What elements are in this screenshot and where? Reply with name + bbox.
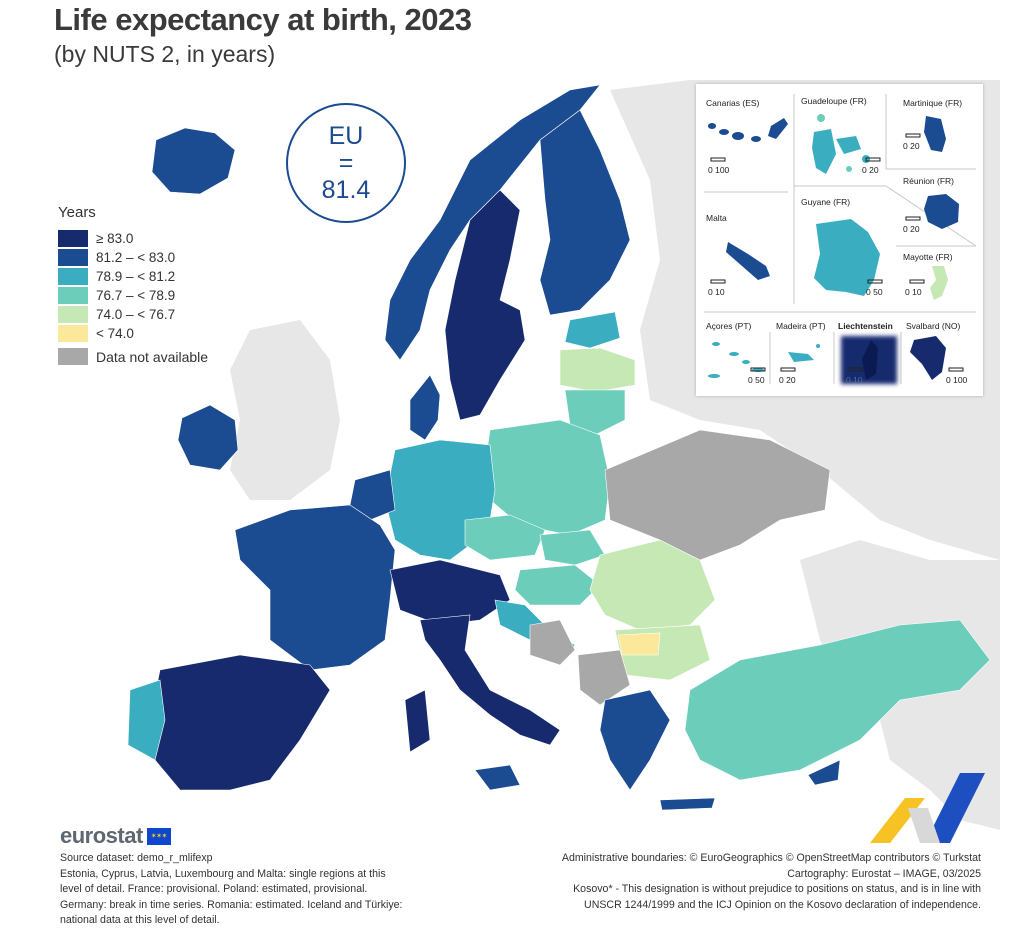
inset-scale-acores: 0 50 bbox=[748, 375, 765, 385]
eu-average-badge: EU = 81.4 bbox=[286, 103, 406, 223]
legend-title: Years bbox=[58, 204, 96, 221]
inset-label-guadeloupe: Guadeloupe (FR) bbox=[801, 96, 867, 106]
legend-label: 81.2 – < 83.0 bbox=[96, 250, 176, 265]
region-portugal bbox=[127, 679, 166, 761]
legend-swatch-na bbox=[58, 348, 88, 365]
inset-label-acores: Açores (PT) bbox=[706, 321, 752, 331]
inset-label-martinique: Martinique (FR) bbox=[903, 98, 963, 108]
insets-panel: Canarias (ES) 0 100 Guadeloupe (FR) 0 20… bbox=[696, 84, 983, 396]
region-no-data-east bbox=[604, 429, 831, 561]
credit-line: Cartography: Eurostat – IMAGE, 03/2025 bbox=[787, 867, 981, 880]
inset-label-mayotte: Mayotte (FR) bbox=[903, 252, 953, 262]
source-notes: Source dataset: demo_r_mlifexp Estonia, … bbox=[60, 851, 480, 929]
region-france bbox=[234, 504, 396, 671]
legend: Years ≥ 83.0 81.2 – < 83.0 78.9 – < 81.2… bbox=[58, 204, 208, 365]
region-greece bbox=[599, 689, 671, 791]
legend-swatch bbox=[58, 325, 88, 342]
inset-scale-martinique: 0 20 bbox=[903, 141, 920, 151]
legend-item: 74.0 – < 76.7 bbox=[58, 305, 208, 324]
inset-canarias-shapes bbox=[708, 118, 788, 142]
map-subtitle: (by NUTS 2, in years) bbox=[54, 41, 276, 67]
legend-item: ≥ 83.0 bbox=[58, 229, 208, 248]
credit-line: Kosovo* - This designation is without pr… bbox=[573, 883, 981, 896]
region-ireland bbox=[177, 404, 239, 471]
region-turkiye bbox=[684, 619, 991, 781]
region-lithuania bbox=[564, 389, 626, 436]
legend-item: 76.7 – < 78.9 bbox=[58, 286, 208, 305]
inset-label-guyane: Guyane (FR) bbox=[801, 197, 851, 207]
inset-scale-liechtenstein: 0 10 bbox=[846, 375, 863, 385]
legend-label: 78.9 – < 81.2 bbox=[96, 269, 176, 284]
legend-item: 78.9 – < 81.2 bbox=[58, 267, 208, 286]
eu-badge-value: 81.4 bbox=[321, 175, 371, 204]
region-hungary bbox=[514, 564, 601, 606]
legend-swatch bbox=[58, 306, 88, 323]
inset-label-svalbard: Svalbard (NO) bbox=[906, 321, 961, 331]
inset-scale-mayotte: 0 10 bbox=[905, 287, 922, 297]
region-cyprus bbox=[807, 759, 841, 786]
legend-label: ≥ 83.0 bbox=[96, 231, 134, 246]
inset-scale-reunion: 0 20 bbox=[903, 224, 920, 234]
eurostat-logo-text: eurostat bbox=[60, 823, 143, 848]
note-line: level of detail. France: provisional. Po… bbox=[60, 883, 368, 896]
region-slovakia bbox=[539, 529, 606, 566]
note-line: Source dataset: demo_r_mlifexp bbox=[60, 852, 213, 864]
note-line: national data at this level of detail. bbox=[60, 914, 220, 927]
region-czechia bbox=[464, 514, 546, 561]
legend-swatch bbox=[58, 230, 88, 247]
region-finland bbox=[539, 109, 631, 316]
legend-label-na: Data not available bbox=[96, 348, 209, 365]
insets-drawing bbox=[704, 94, 977, 384]
region-alps bbox=[389, 559, 511, 626]
inset-scale-madeira: 0 20 bbox=[779, 375, 796, 385]
inset-scale-guyane: 0 50 bbox=[866, 287, 883, 297]
region-crete bbox=[659, 797, 716, 811]
inset-scale-malta: 0 10 bbox=[708, 287, 725, 297]
legend-label: 74.0 – < 76.7 bbox=[96, 307, 176, 322]
eurostat-logo: eurostat ✶✶✶ bbox=[60, 823, 171, 849]
legend-label: < 74.0 bbox=[96, 326, 134, 341]
region-sicily bbox=[474, 764, 521, 791]
eu-badge-equals: = bbox=[338, 148, 354, 177]
credits-notes: Administrative boundaries: © EuroGeograp… bbox=[481, 851, 981, 913]
region-benelux bbox=[349, 469, 396, 521]
inset-scale-guadeloupe: 0 20 bbox=[862, 165, 879, 175]
region-sardinia bbox=[404, 689, 431, 753]
inset-label-canarias: Canarias (ES) bbox=[706, 98, 760, 108]
eu-flag-icon: ✶✶✶ bbox=[146, 827, 171, 845]
region-no-data-balkans bbox=[529, 619, 576, 666]
region-estonia bbox=[564, 311, 621, 349]
note-line: Estonia, Cyprus, Latvia, Luxembourg and … bbox=[60, 867, 386, 880]
legend-item: < 74.0 bbox=[58, 324, 208, 343]
inset-label-liechtenstein: Liechtenstein bbox=[838, 321, 893, 331]
legend-item: 81.2 – < 83.0 bbox=[58, 248, 208, 267]
region-severozapaden bbox=[617, 632, 661, 656]
region-denmark bbox=[409, 374, 441, 441]
legend-swatch bbox=[58, 287, 88, 304]
region-norway bbox=[384, 84, 601, 361]
region-no-data-serbia bbox=[577, 649, 631, 706]
credit-line: Administrative boundaries: © EuroGeograp… bbox=[561, 852, 981, 864]
eu-badge-label: EU bbox=[328, 121, 364, 150]
credit-line: UNSCR 1244/1999 and the ICJ Opinion on t… bbox=[584, 898, 981, 911]
region-italy bbox=[419, 614, 561, 746]
region-latvia bbox=[559, 347, 636, 393]
legend-swatch bbox=[58, 249, 88, 266]
eurostat-corner-mark-icon bbox=[870, 773, 985, 843]
legend-item-na: Data not available bbox=[58, 348, 208, 365]
inset-scale-svalbard: 0 100 bbox=[946, 375, 968, 385]
inset-label-reunion: Réunion (FR) bbox=[903, 176, 955, 186]
note-line: Germany: break in time series. Romania: … bbox=[60, 898, 403, 911]
legend-swatch bbox=[58, 268, 88, 285]
region-iceland bbox=[151, 127, 236, 195]
legend-label: 76.7 – < 78.9 bbox=[96, 288, 176, 303]
inset-label-malta: Malta bbox=[706, 213, 727, 223]
region-spain bbox=[149, 654, 331, 791]
map-title: Life expectancy at birth, 2023 bbox=[54, 2, 472, 37]
region-sweden bbox=[444, 189, 526, 421]
inset-scale-canarias: 0 100 bbox=[708, 165, 730, 175]
inset-label-madeira: Madeira (PT) bbox=[776, 321, 826, 331]
